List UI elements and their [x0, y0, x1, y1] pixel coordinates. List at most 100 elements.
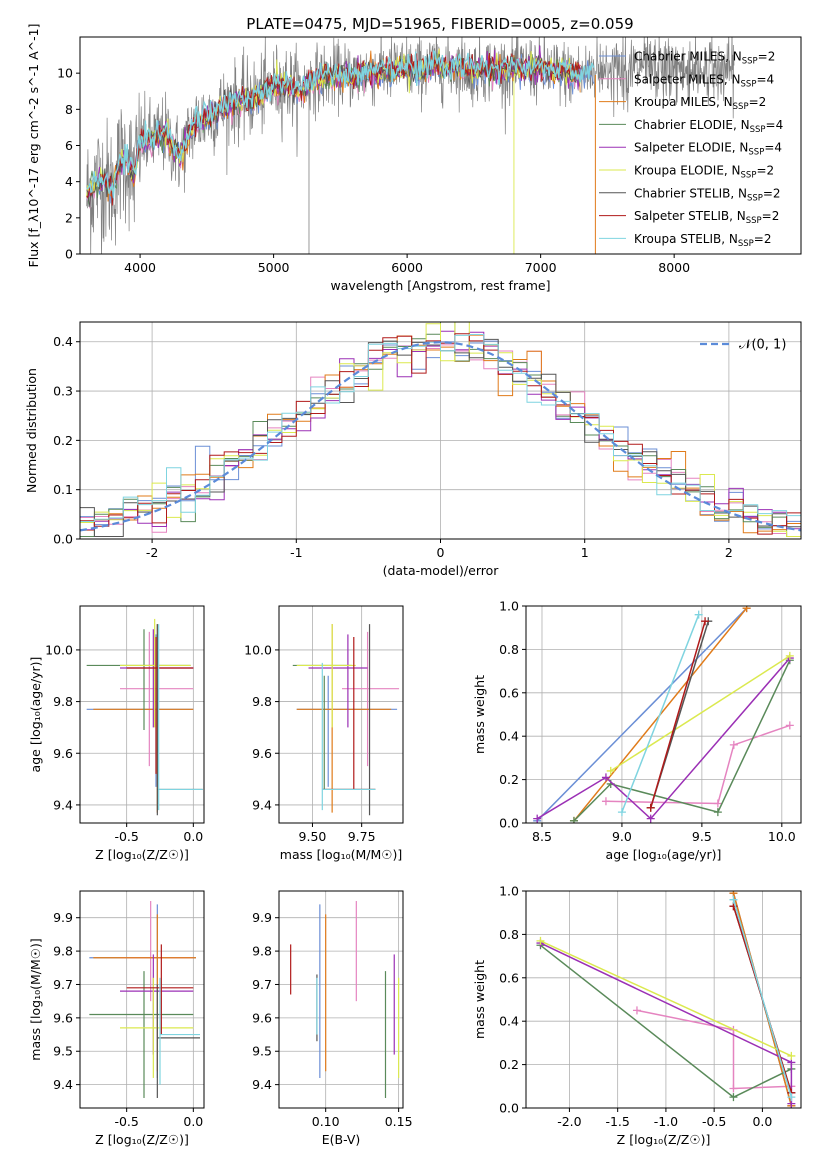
x-tick-label: -2 [146, 545, 158, 560]
x-tick-label: -0.5 [114, 1114, 138, 1129]
series-point [632, 1006, 641, 1015]
series-point [713, 799, 722, 808]
series-point [729, 740, 738, 749]
spectrum-plot-area [86, 37, 735, 254]
spectrum-frame [79, 36, 802, 255]
y-tick-label: 0.1 [53, 482, 73, 497]
series-line-salpeter-miles [605, 724, 791, 805]
residuals-plot-area [80, 322, 801, 539]
y-tick-label: 0.2 [499, 772, 519, 787]
series-point [533, 814, 542, 823]
z-age-plot-area [80, 606, 204, 823]
series-point [713, 808, 722, 817]
y-axis-label: age [log₁₀(age/yr)] [28, 657, 43, 773]
y-tick-label: 9.7 [53, 977, 73, 992]
y-tick-label: 9.5 [53, 1044, 73, 1059]
z-mass-chart: -0.5 0.0 9.4 9.5 9.6 9.7 9.8 9.9 Z [log₁₀(Z/Z☉)]… [28, 890, 205, 1147]
x-tick-label: 4000 [124, 260, 156, 275]
weight-age-plot-area [526, 606, 801, 823]
y-tick-label: 9.9 [252, 910, 272, 925]
y-tick-label: 9.9 [53, 910, 73, 925]
y-axis-label: mass [log₁₀(M/M☉)] [28, 938, 43, 1060]
weight-z-plot-area [526, 891, 801, 1108]
x-tick-label: -1.0 [654, 1114, 678, 1129]
series-point [536, 936, 545, 945]
x-axis-label: Z [log₁₀(Z/Z☉)] [617, 1132, 711, 1147]
y-tick-label: 0.0 [53, 532, 73, 547]
legend-label: Chabrier ELODIE, NSSP=4 [634, 118, 783, 135]
y-tick-label: 9.6 [252, 746, 272, 761]
spectrum-legend: Chabrier MILES, NSSP=2 Salpeter MILES, NS… [599, 50, 783, 249]
z-mass-frame [79, 890, 205, 1109]
y-tick-label: 0.8 [499, 927, 519, 942]
y-tick-label: 10.0 [45, 642, 73, 657]
series-point [742, 606, 751, 613]
x-tick-label: 0.0 [183, 1114, 203, 1129]
y-tick-label: 9.4 [252, 1077, 272, 1092]
x-tick-label: 7000 [525, 260, 557, 275]
histogram-kroupa-stelib [80, 334, 801, 522]
x-axis-label: Z [log₁₀(Z/Z☉)] [95, 1132, 189, 1147]
x-axis-label: mass [log₁₀(M/M☉)] [280, 847, 402, 862]
series-point [646, 803, 655, 812]
legend-label: Chabrier STELIB, NSSP=2 [634, 186, 781, 203]
series-point [601, 773, 610, 782]
series-point [601, 797, 610, 806]
legend-label: Salpeter ELODIE, NSSP=4 [634, 141, 782, 158]
x-tick-label: 2 [725, 545, 733, 560]
series-line-salpeter-elodie [536, 657, 791, 820]
y-tick-label: 9.4 [252, 797, 272, 812]
x-tick-label: -1 [290, 545, 302, 560]
x-tick-label: 8.5 [532, 829, 552, 844]
y-tick-label: 0 [65, 247, 73, 262]
legend-label: Kroupa STELIB, NSSP=2 [634, 232, 772, 249]
mass-age-chart: 9.50 9.75 9.4 9.6 9.8 10.0 mass [log₁₀(M/M☉)] [244, 605, 404, 862]
x-tick-label: 0.0 [752, 1114, 772, 1129]
y-tick-label: 0.4 [499, 729, 519, 744]
z-age-chart: -0.5 0.0 9.4 9.6 9.8 10.0 Z [log₁₀(Z/Z☉)] age [… [28, 605, 205, 862]
y-tick-label: 0.4 [53, 334, 73, 349]
series-line-kroupa-stelib [621, 614, 700, 813]
series-point [694, 610, 703, 619]
series-line-kroupa-stelib [732, 899, 793, 1098]
weight-z-chart: -2.0 -1.5 -1.0 -0.5 0.0 0.0 0.2 0.4 0.6 0.8 1.0 Z [… [472, 884, 802, 1147]
legend-label: Kroupa MILES, NSSP=2 [634, 95, 766, 112]
x-tick-label: 0.10 [312, 1114, 340, 1129]
x-tick-label: 9.75 [348, 829, 376, 844]
series-point [646, 814, 655, 823]
x-tick-label: -0.5 [114, 829, 138, 844]
y-tick-label: 0.3 [53, 384, 73, 399]
y-tick-label: 0.0 [499, 1101, 519, 1116]
y-tick-label: 9.8 [252, 944, 272, 959]
residuals-frame [79, 321, 802, 540]
series-point [785, 721, 794, 730]
series-point [729, 1093, 738, 1102]
y-tick-label: 9.4 [53, 797, 73, 812]
ebv-mass-frame [278, 890, 404, 1109]
y-tick-label: 0.0 [499, 816, 519, 831]
y-tick-label: 6 [65, 138, 73, 153]
y-axis-label: Flux [f_λ10^-17 erg cm^-2 s^-1 A^-1] [26, 24, 41, 268]
series-point [617, 808, 626, 817]
residual-legend: 𝒩(0, 1) [700, 338, 786, 353]
residuals-chart: -2 -1 0 1 2 0.0 0.1 0.2 0.3 0.4 (data-model)/error… [24, 321, 802, 578]
series-point [785, 651, 794, 660]
y-tick-label: 9.6 [252, 1010, 272, 1025]
x-tick-label: 0.15 [385, 1114, 413, 1129]
legend-label: 𝒩(0, 1) [739, 338, 786, 353]
mass-age-plot-area [279, 606, 403, 823]
x-axis-label: age [log₁₀(age/yr)] [606, 847, 722, 862]
y-tick-label: 9.8 [53, 944, 73, 959]
series-line-kroupa-elodie [610, 655, 791, 772]
y-tick-label: 1.0 [499, 599, 519, 614]
y-tick-label: 1.0 [499, 884, 519, 899]
x-tick-label: -2.0 [557, 1114, 581, 1129]
x-axis-label: Z [log₁₀(Z/Z☉)] [95, 847, 189, 862]
series-point [787, 1051, 796, 1060]
x-tick-label: 9.50 [299, 829, 327, 844]
y-tick-label: 0.6 [499, 685, 519, 700]
y-tick-label: 0.2 [499, 1057, 519, 1072]
x-tick-label: 9.0 [612, 829, 632, 844]
y-tick-label: 9.6 [53, 746, 73, 761]
